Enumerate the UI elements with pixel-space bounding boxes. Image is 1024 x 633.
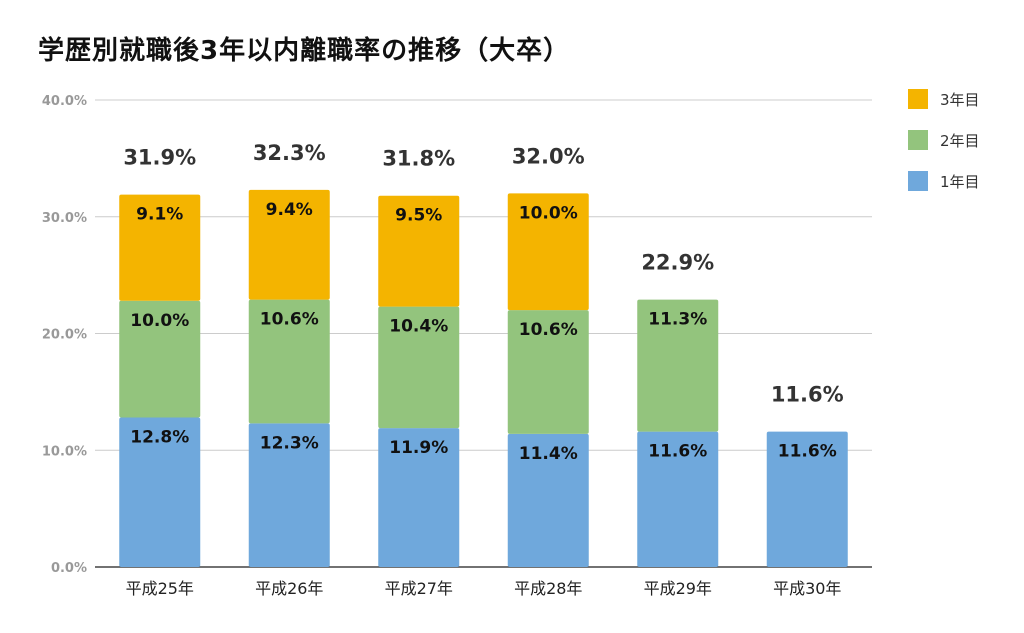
data-label: 11.9% — [389, 438, 448, 458]
y-tick-label: 40.0% — [42, 94, 87, 109]
total-label: 11.6% — [771, 383, 844, 407]
legend-item-year1: 1年目 — [908, 170, 980, 192]
bar-segment — [119, 417, 201, 567]
data-label: 10.4% — [389, 317, 448, 337]
y-tick-label: 20.0% — [42, 328, 87, 343]
bar-segment — [119, 300, 201, 418]
y-tick-label: 30.0% — [42, 211, 87, 226]
x-tick-label: 平成30年 — [773, 579, 841, 598]
data-label: 11.6% — [778, 442, 837, 462]
x-tick-label: 平成25年 — [126, 579, 194, 598]
legend-item-year3: 3年目 — [908, 88, 980, 110]
total-label: 31.9% — [123, 146, 196, 170]
total-label: 32.0% — [512, 144, 585, 168]
legend-swatch-year3 — [908, 89, 928, 109]
legend-item-year2: 2年目 — [908, 129, 980, 151]
bar-segment — [248, 189, 330, 300]
data-label: 10.6% — [260, 310, 319, 330]
bar-segment — [507, 193, 589, 311]
data-label: 9.4% — [266, 200, 313, 220]
bar-segment — [766, 431, 848, 567]
data-label: 9.5% — [395, 206, 442, 226]
data-label: 11.6% — [648, 442, 707, 462]
bar-segment — [248, 423, 330, 567]
x-tick-label: 平成29年 — [644, 579, 712, 598]
legend-label-year2: 2年目 — [940, 131, 980, 150]
data-label: 9.1% — [136, 205, 183, 225]
bar-segment — [507, 310, 589, 434]
data-label: 12.8% — [130, 428, 189, 448]
chart-title: 学歴別就職後3年以内離職率の推移（大卒） — [38, 36, 571, 66]
data-label: 12.3% — [260, 433, 319, 453]
total-label: 31.8% — [382, 147, 455, 171]
bar-segment — [637, 299, 719, 432]
bar-segment — [637, 431, 719, 567]
x-tick-label: 平成26年 — [255, 579, 323, 598]
data-label: 10.0% — [519, 203, 578, 223]
total-label: 32.3% — [253, 141, 326, 165]
bar-segment — [248, 299, 330, 424]
data-label: 10.0% — [130, 311, 189, 331]
bar-segment — [119, 194, 201, 301]
bar-segment — [378, 195, 460, 307]
bar-segment — [507, 433, 589, 567]
data-label: 11.3% — [648, 310, 707, 330]
x-tick-label: 平成28年 — [514, 579, 582, 598]
legend-label-year3: 3年目 — [940, 90, 980, 109]
y-tick-label: 10.0% — [42, 444, 87, 459]
data-label: 10.6% — [519, 320, 578, 340]
legend: 3年目 2年目 1年目 — [908, 88, 980, 211]
bar-segment — [378, 428, 460, 567]
bar-segment — [378, 306, 460, 429]
y-tick-label: 0.0% — [51, 561, 87, 576]
data-label: 11.4% — [519, 444, 578, 464]
legend-swatch-year2 — [908, 130, 928, 150]
total-label: 22.9% — [641, 251, 714, 275]
legend-swatch-year1 — [908, 171, 928, 191]
x-tick-label: 平成27年 — [385, 579, 453, 598]
legend-label-year1: 1年目 — [940, 172, 980, 191]
